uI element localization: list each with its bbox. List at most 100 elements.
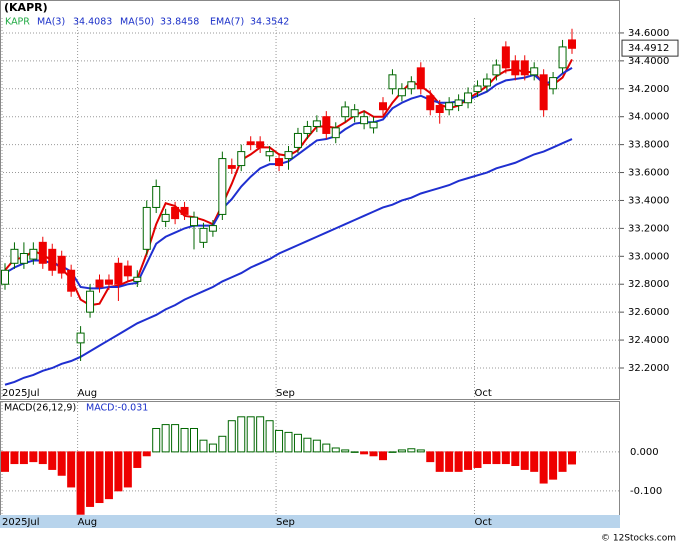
candle-body [48,248,57,271]
macd-bar [218,435,227,453]
macd-bar [482,451,491,465]
candle-body [568,39,576,49]
macd-bar [501,451,510,465]
macd-bar [256,416,265,453]
candle-body [114,262,123,285]
macd-bar [29,451,38,463]
macd-bar [57,451,66,476]
macd-bar [388,451,397,453]
candle-body [530,67,539,76]
macd-bar [95,451,104,504]
macd-bar [473,451,482,468]
macd-bar [1,451,9,472]
x-tick-label: Sep [276,517,295,528]
macd-bar [10,451,19,465]
candle-body [19,253,28,264]
candle-body [341,106,350,118]
macd-bar [397,449,406,453]
candle-body [29,248,38,260]
candle-body [76,332,85,344]
y-tick-label: 34.6000 [628,28,669,39]
macd-bar [341,449,350,453]
macd-bar [568,451,576,465]
candle-body [275,158,284,167]
candle-body [218,158,227,215]
macd-bar [265,420,274,453]
macd-bar [284,431,293,453]
macd-bar [549,451,558,480]
x-tick-label: Aug [78,517,98,528]
legend-label: EMA(7) [210,17,244,28]
candle-body [379,102,387,111]
legend-value: 34.4083 [73,17,112,28]
y-tick-label: 33.8000 [628,140,669,151]
candle-body [520,60,529,76]
candle-body [133,276,142,282]
macd-bar [19,451,28,465]
x-tick-label: 2025Jul [2,517,40,528]
candle-body [10,248,19,264]
candle-body [464,92,473,104]
chart-title: (KAPR) [4,1,48,14]
macd-title: MACD(26,12,9) [4,403,76,414]
y-tick-label: 32.2000 [628,363,669,374]
candle-body [312,120,321,127]
macd-bar [86,451,95,507]
candle-body [67,269,76,292]
candle-body [369,121,378,129]
candle-body [208,225,217,232]
x-tick-label: Oct [475,517,492,528]
macd-bar [208,443,217,453]
macd-bar [227,420,236,453]
legend-ticker: KAPR [5,17,30,28]
candle-body [539,74,548,111]
macd-label: MACD:-0.031 [86,403,148,414]
candle-body [171,206,180,220]
macd-bar [360,451,369,455]
candle-body [237,151,246,167]
candle-body [482,78,491,87]
macd-bar [199,439,208,453]
watermark: © 12Stocks.com [601,534,676,544]
legend-label: MA(50) [120,17,154,28]
x-tick-label: Oct [475,388,492,399]
macd-bar [48,451,57,470]
macd-bar [303,437,312,453]
y-tick-label: 33.2000 [628,223,669,234]
macd-bar [190,427,198,453]
macd-bar [492,451,501,465]
macd-bar [123,451,132,488]
macd-bar [161,424,170,453]
indicator-line [4,138,573,386]
macd-bar [293,433,302,453]
date-bar [0,515,620,528]
y-tick-label: 32.8000 [628,279,669,290]
candle-body [265,151,274,157]
y-tick-label: 33.6000 [628,168,669,179]
candle-body [454,99,463,107]
candle-body [161,213,170,222]
candle-body [388,74,397,90]
macd-bar [142,451,151,457]
candle-body [331,127,340,139]
y-tick-label: -0.100 [630,486,662,497]
x-tick-label: Sep [276,388,295,399]
candle-body [284,151,293,160]
candle-body [445,102,454,111]
y-tick-label: 33.4000 [628,195,669,206]
y-tick-label: 0.000 [630,447,659,458]
macd-bar [464,451,473,470]
candle-body [256,141,265,148]
candle-body [104,279,113,285]
macd-bar [322,443,331,453]
candle-body [303,125,312,134]
macd-bar [520,451,529,470]
candle-body [293,132,302,148]
candle-body [549,77,558,90]
candle-body [473,85,482,93]
legend-label: MA(3) [37,17,65,28]
y-tick-label: 34.2000 [628,84,669,95]
candle-body [199,227,208,243]
y-tick-label: 32.6000 [628,307,669,318]
candle-body [558,46,567,69]
